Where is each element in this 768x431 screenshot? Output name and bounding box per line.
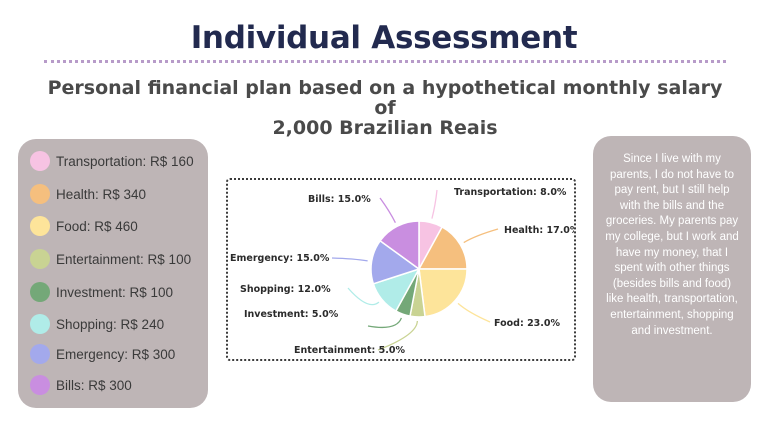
legend-item: Bills: R$ 300 xyxy=(30,373,132,397)
legend-item: Emergency: R$ 300 xyxy=(30,342,175,366)
pie-leader-line xyxy=(377,320,419,351)
page-subtitle: Personal financial plan based on a hypot… xyxy=(40,78,730,138)
pie-slice-label: Transportation: 8.0% xyxy=(454,187,567,198)
legend-label: Transportation: R$ 160 xyxy=(56,153,194,169)
legend-swatch xyxy=(30,314,50,334)
legend-item: Entertainment: R$ 100 xyxy=(30,247,191,271)
legend-label: Emergency: R$ 300 xyxy=(56,346,176,362)
pie-slice xyxy=(379,220,420,271)
pie-leader-line xyxy=(379,197,396,223)
legend-swatch xyxy=(30,184,50,204)
pie-slice-label: Health: 17.0% xyxy=(504,225,574,236)
legend-item: Investment: R$ 100 xyxy=(30,280,173,304)
title-divider xyxy=(44,60,726,63)
legend-label: Food: R$ 460 xyxy=(56,218,138,234)
pie-leader-line xyxy=(367,317,402,329)
legend-swatch xyxy=(30,151,50,171)
subtitle-line-1: Personal financial plan based on a hypot… xyxy=(47,77,723,119)
legend-label: Shopping: R$ 240 xyxy=(56,316,165,332)
note-text: Since I live with my parents, I do not h… xyxy=(605,153,739,337)
pie-slice-label: Shopping: 12.0% xyxy=(240,284,331,295)
legend-item: Transportation: R$ 160 xyxy=(30,149,194,173)
pie-leader-line xyxy=(431,189,438,219)
pie-leader-line xyxy=(463,228,499,244)
legend-swatch xyxy=(30,249,50,269)
page-title: Individual Assessment xyxy=(190,20,578,56)
pie-slice-label: Entertainment: 5.0% xyxy=(294,345,405,356)
subtitle-line-2: 2,000 Brazilian Reais xyxy=(272,117,498,139)
legend-label: Investment: R$ 100 xyxy=(56,284,174,300)
legend-label: Entertainment: R$ 100 xyxy=(56,251,192,267)
pie-leader-line xyxy=(457,302,491,323)
note-panel: Since I live with my parents, I do not h… xyxy=(593,136,751,402)
legend-label: Bills: R$ 300 xyxy=(56,377,132,393)
pie-chart: Transportation: 8.0% Health: 17.0% Food: 2… xyxy=(230,187,574,356)
pie-slice-label: Bills: 15.0% xyxy=(308,194,371,205)
budget-legend-panel: Transportation: R$ 160 Health: R$ 340 Fo… xyxy=(18,139,208,408)
legend-item: Health: R$ 340 xyxy=(30,182,146,206)
pie-slice xyxy=(418,268,468,318)
pie-chart-box: Transportation: 8.0% Health: 17.0% Food: 2… xyxy=(226,178,576,361)
pie-slice xyxy=(417,225,468,270)
legend-swatch xyxy=(30,375,50,395)
pie-leader-line xyxy=(331,257,368,262)
legend-swatch xyxy=(30,282,50,302)
legend-item: Shopping: R$ 240 xyxy=(30,312,164,336)
legend-label: Health: R$ 340 xyxy=(56,186,147,202)
pie-slice-label: Emergency: 15.0% xyxy=(230,253,330,264)
legend-swatch xyxy=(30,216,50,236)
pie-slice-label: Investment: 5.0% xyxy=(244,309,339,320)
legend-item: Food: R$ 460 xyxy=(30,214,138,238)
pie-slice-label: Food: 23.0% xyxy=(494,318,561,329)
pie-leader-line xyxy=(347,287,380,306)
legend-swatch xyxy=(30,344,50,364)
